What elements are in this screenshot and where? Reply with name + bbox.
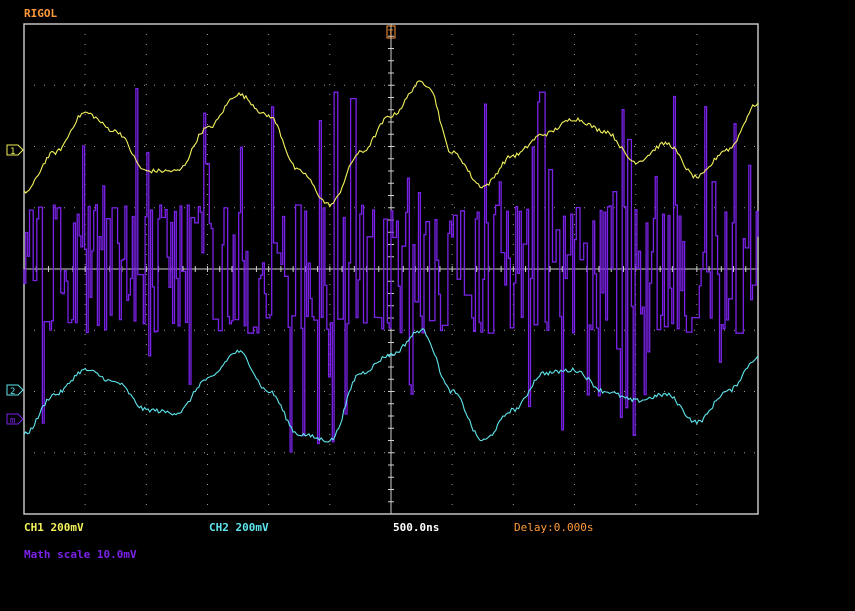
delay-readout: Delay:0.000s [514, 521, 594, 534]
trigger-marker-box [386, 25, 396, 39]
ch1-marker-outline [6, 144, 24, 156]
timebase-readout: 500.0ns [393, 521, 440, 534]
ch2-scale-readout: CH2 200mV [209, 521, 269, 534]
ch1-marker-label: 1 [10, 147, 15, 157]
math-marker: m [6, 413, 24, 426]
math-scale-readout: Math scale 10.0mV [24, 548, 137, 561]
trigger-marker-label: T [388, 29, 394, 39]
brand-logo: RIGOL [24, 7, 58, 20]
ch2-marker-outline [6, 384, 24, 396]
ch1-trace [23, 80, 759, 208]
ch1-marker: 1 [6, 144, 24, 157]
math-trace [23, 87, 759, 453]
trace-layer [23, 80, 759, 453]
ch1-scale-readout: CH1 200mV [24, 521, 84, 534]
math-marker-label: m [10, 416, 15, 426]
ch2-marker: 2 [6, 384, 24, 397]
ch2-marker-label: 2 [10, 387, 15, 397]
trigger-position-marker: T [386, 25, 396, 39]
marker-layer: 1 2 m T [6, 25, 396, 426]
ch2-trace [23, 328, 759, 443]
math-marker-outline [6, 413, 24, 425]
